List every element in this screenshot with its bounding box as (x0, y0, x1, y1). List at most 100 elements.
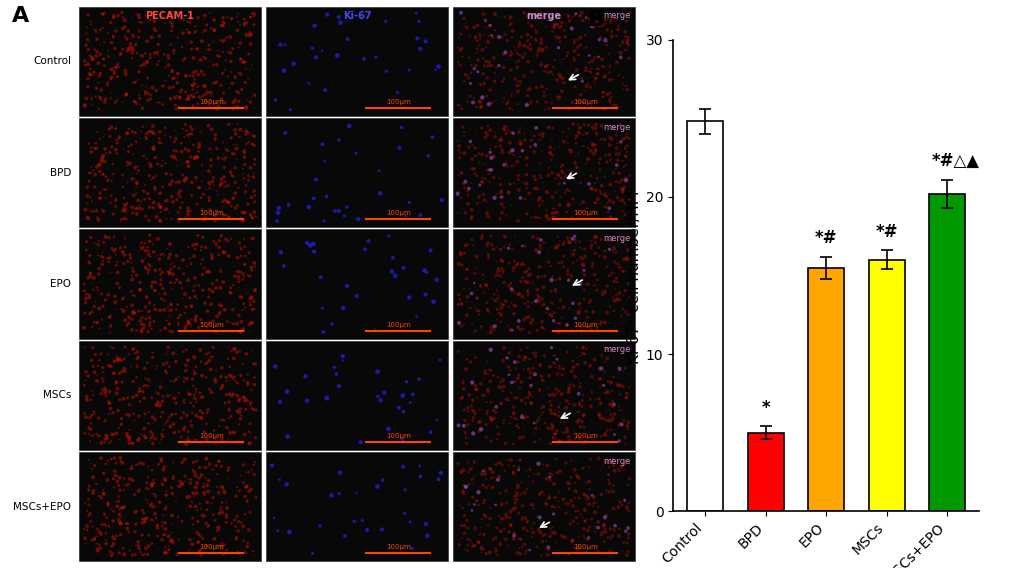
Point (207, 78, 223, 87)
Point (130, 68, 147, 77)
Point (397, 211, 414, 220)
Point (488, 257, 504, 266)
Point (468, 496, 484, 505)
Point (93, 95, 109, 104)
Point (530, 293, 546, 302)
Point (562, 496, 579, 506)
Point (517, 353, 533, 362)
Point (549, 232, 566, 241)
Point (599, 437, 615, 446)
Point (128, 271, 145, 280)
Point (185, 78, 202, 87)
Text: *#: *# (874, 223, 897, 241)
Point (314, 140, 330, 149)
Point (235, 208, 252, 218)
Point (555, 262, 572, 272)
Point (525, 429, 541, 438)
Point (116, 293, 132, 302)
Point (210, 457, 226, 466)
Point (519, 278, 535, 287)
Point (142, 158, 158, 168)
Point (601, 180, 618, 189)
Point (569, 519, 585, 528)
Point (237, 483, 254, 492)
Point (124, 53, 141, 62)
Point (516, 423, 532, 432)
Point (143, 515, 159, 524)
Point (237, 130, 254, 139)
Point (153, 280, 169, 289)
Point (220, 466, 236, 475)
Point (130, 166, 147, 175)
Point (579, 313, 595, 322)
Point (503, 49, 520, 59)
Point (463, 289, 479, 298)
Point (531, 193, 547, 202)
Point (102, 387, 118, 396)
Point (618, 133, 634, 142)
Point (215, 416, 231, 425)
Point (92, 324, 108, 333)
Point (137, 424, 153, 433)
Point (578, 129, 594, 138)
Point (227, 130, 244, 139)
Point (499, 455, 516, 464)
Point (196, 479, 212, 488)
Point (168, 91, 184, 100)
Point (215, 21, 231, 30)
Point (139, 293, 155, 302)
Point (174, 124, 191, 133)
Point (545, 479, 561, 488)
Point (82, 268, 98, 277)
Point (83, 395, 99, 404)
Point (244, 265, 260, 274)
Point (482, 366, 498, 375)
Point (478, 91, 494, 101)
Point (610, 466, 627, 475)
Point (129, 362, 146, 371)
Point (480, 31, 496, 40)
Point (505, 256, 522, 265)
Point (196, 82, 212, 91)
Point (209, 541, 225, 550)
Point (139, 59, 155, 68)
Point (501, 104, 518, 113)
Point (373, 525, 389, 534)
Point (135, 530, 151, 539)
Text: 100μm: 100μm (199, 433, 223, 439)
Point (621, 54, 637, 63)
Point (514, 501, 530, 510)
Point (237, 405, 254, 414)
Point (614, 304, 631, 314)
Point (394, 435, 411, 444)
Point (168, 104, 184, 113)
Point (157, 548, 173, 557)
Point (272, 40, 288, 49)
Point (607, 274, 624, 283)
Point (488, 523, 504, 532)
Point (119, 432, 136, 441)
Point (214, 17, 230, 26)
Point (601, 156, 618, 165)
Point (160, 53, 176, 62)
Point (162, 240, 178, 249)
Point (466, 269, 482, 278)
Point (155, 249, 171, 258)
Point (503, 33, 520, 42)
Point (226, 515, 243, 524)
Point (219, 12, 235, 22)
Point (599, 377, 615, 386)
Point (550, 43, 567, 52)
Point (114, 414, 130, 423)
Point (271, 475, 287, 484)
Point (553, 313, 570, 322)
Point (607, 32, 624, 41)
Point (235, 15, 252, 24)
Point (521, 9, 537, 18)
Point (172, 482, 189, 491)
Point (559, 265, 576, 274)
Point (610, 421, 627, 430)
Point (535, 402, 551, 411)
Point (179, 548, 196, 557)
Point (184, 513, 201, 523)
